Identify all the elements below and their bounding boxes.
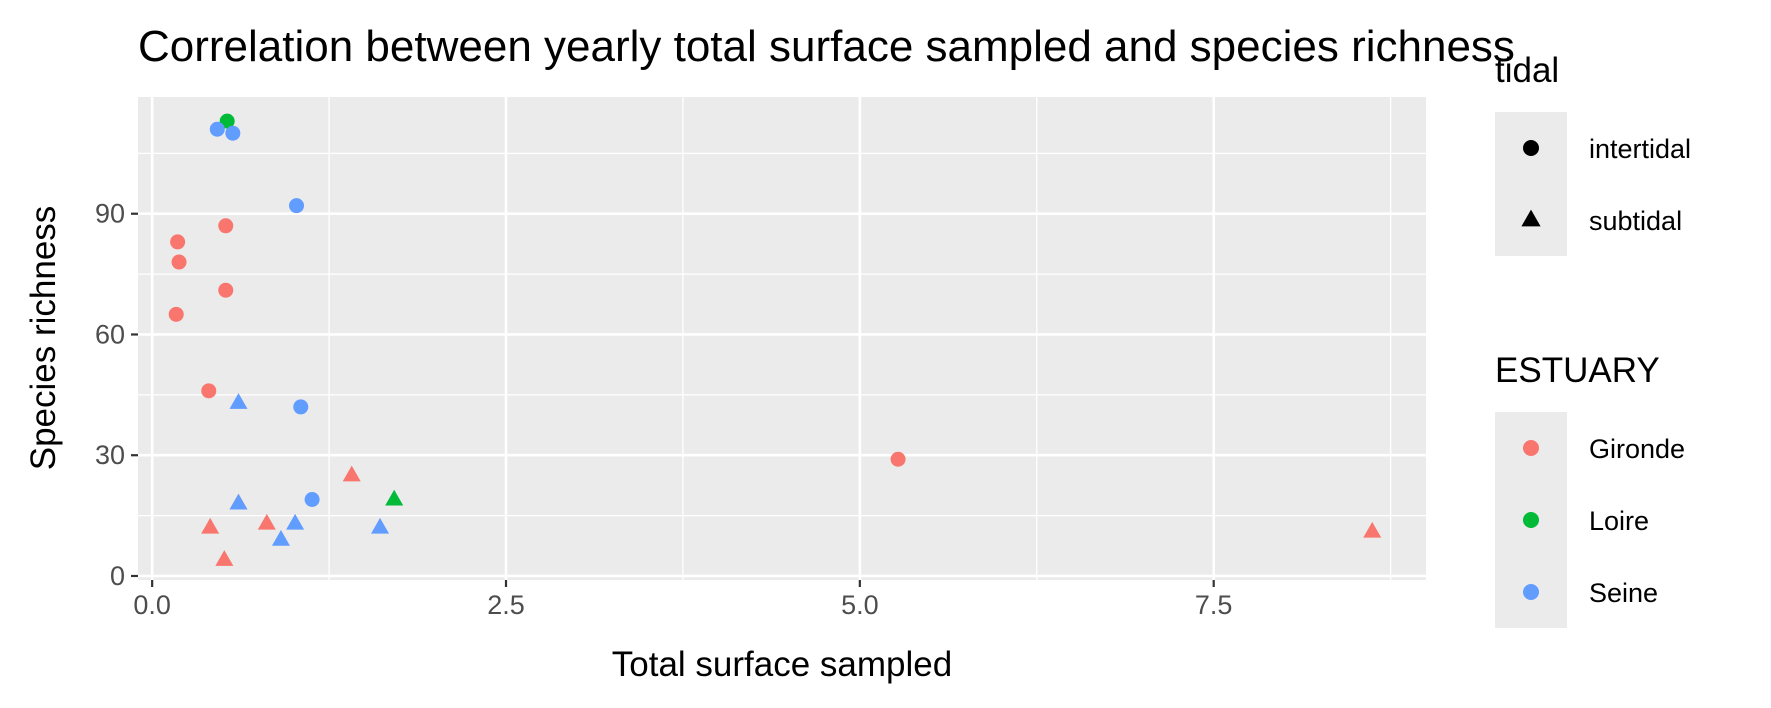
legends: tidal intertidal subtidal ESTUARY Gironde Loi… (1495, 51, 1691, 628)
legend-title: tidal (1495, 51, 1559, 90)
data-point-seine-triangle (229, 393, 248, 409)
legend-label-subtidal: subtidal (1589, 206, 1682, 236)
legend-estuary: ESTUARY Gironde Loire Seine (1495, 351, 1685, 628)
data-point-gironde-circle (890, 451, 906, 467)
legend-label-loire: Loire (1589, 506, 1649, 536)
x-tick-label: 0.0 (133, 590, 171, 620)
x-tick-label: 7.5 (1195, 590, 1233, 620)
data-point-loire-circle (219, 113, 235, 129)
y-axis-title: Species richness (24, 206, 63, 471)
data-points (168, 113, 1382, 566)
x-axis: 0.0 2.5 5.0 7.5 (133, 580, 1232, 620)
data-point-gironde-triangle (201, 517, 220, 534)
x-tick-label: 5.0 (841, 590, 879, 620)
legend-label-intertidal: intertidal (1589, 134, 1691, 164)
legend-key-seine (1523, 584, 1539, 600)
major-gridlines (138, 97, 1426, 580)
data-point-gironde-circle (171, 254, 187, 270)
plot-panel (138, 97, 1426, 580)
y-tick-label: 90 (95, 199, 125, 229)
data-point-seine-triangle (371, 517, 390, 534)
x-axis-title: Total surface sampled (612, 645, 952, 684)
y-axis: 0 30 60 90 (95, 199, 138, 591)
data-point-gironde-triangle (257, 513, 276, 530)
chart-title: Correlation between yearly total surface… (138, 22, 1515, 71)
legend-key-background (1495, 112, 1567, 256)
data-point-gironde-circle (201, 383, 217, 399)
data-point-loire-triangle (385, 489, 404, 506)
data-point-seine-triangle (271, 529, 290, 546)
data-point-seine-circle (293, 399, 309, 415)
legend-key-gironde (1523, 440, 1539, 456)
data-point-seine-triangle (286, 513, 305, 530)
data-point-seine-triangle (229, 493, 248, 510)
data-point-gironde-triangle (215, 550, 234, 566)
data-point-gironde-triangle (1363, 521, 1382, 538)
data-point-gironde-triangle (342, 465, 361, 482)
legend-key-intertidal (1523, 140, 1539, 156)
legend-title: ESTUARY (1495, 351, 1660, 390)
legend-tidal: tidal intertidal subtidal (1495, 51, 1691, 256)
data-point-seine-circle (304, 492, 320, 507)
x-tick-label: 2.5 (487, 590, 525, 620)
minor-gridlines (138, 97, 1426, 580)
data-point-gironde-circle (168, 306, 184, 322)
y-tick-label: 0 (110, 561, 125, 591)
legend-label-gironde: Gironde (1589, 434, 1685, 464)
data-point-seine-circle (225, 125, 241, 141)
data-point-gironde-circle (218, 282, 234, 298)
data-point-gironde-circle (170, 234, 186, 250)
data-point-gironde-circle (218, 218, 234, 234)
data-point-seine-circle (209, 121, 225, 137)
y-tick-label: 60 (95, 319, 125, 349)
legend-key-subtidal (1521, 209, 1541, 227)
legend-key-loire (1523, 512, 1539, 528)
legend-label-seine: Seine (1589, 578, 1658, 608)
data-point-seine-circle (289, 198, 305, 214)
y-tick-label: 30 (95, 440, 125, 470)
